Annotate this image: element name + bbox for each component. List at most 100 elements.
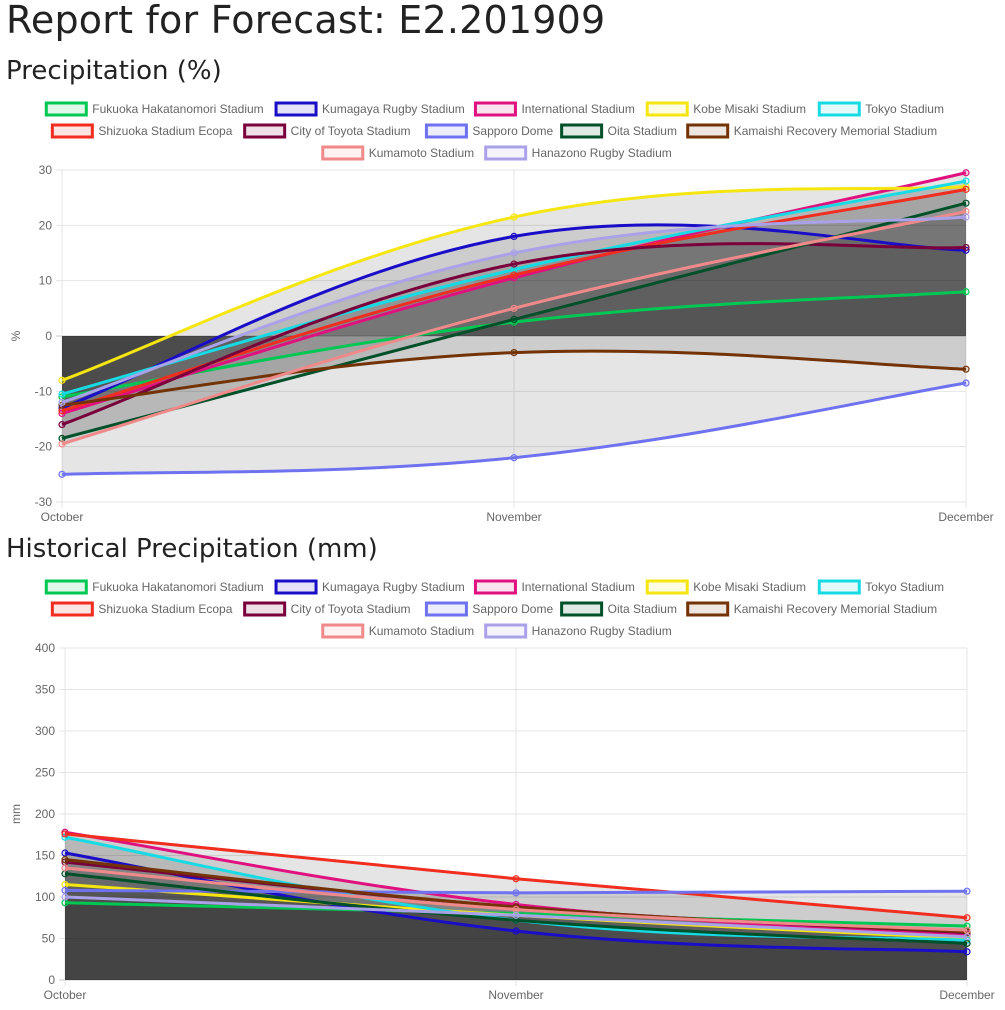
c2-data-point-shizuoka-stadium-ecopa-december[interactable] [963,914,971,922]
c2-legend-label-kamaishi-recovery-memorial-stadium: Kamaishi Recovery Memorial Stadium [734,602,937,616]
c2-legend-item-kamaishi-recovery-memorial-stadium[interactable]: Kamaishi Recovery Memorial Stadium [686,601,937,617]
c1-legend-item-oita-stadium[interactable]: Oita Stadium [560,123,677,139]
c1-data-point-kamaishi-recovery-memorial-stadium-november[interactable] [510,349,518,357]
c1-legend-item-kobe-misaki-stadium[interactable]: Kobe Misaki Stadium [645,101,806,117]
c2-y-axis-title: mm [9,804,23,824]
c2-x-tick-label: October [44,988,87,1002]
c1-data-point-tokyo-stadium-october[interactable] [58,390,66,398]
c1-y-tick-label: 30 [39,163,53,177]
c1-legend-item-international-stadium[interactable]: International Stadium [473,101,635,117]
c1-legend-label-kumagaya-rugby-stadium: Kumagaya Rugby Stadium [322,102,465,116]
c2-legend-item-kumamoto-stadium[interactable]: Kumamoto Stadium [321,623,474,639]
c2-data-point-kamaishi-recovery-memorial-stadium-october[interactable] [61,856,69,864]
c1-legend-item-tokyo-stadium[interactable]: Tokyo Stadium [817,101,944,117]
c2-data-point-sapporo-dome-november[interactable] [512,889,520,897]
c1-data-point-international-stadium-december[interactable] [962,169,970,177]
c2-legend-item-shizuoka-stadium-ecopa[interactable]: Shizuoka Stadium Ecopa [50,601,233,617]
c1-series-line-shizuoka-stadium-ecopa [61,187,967,413]
c2-legend-item-fukuoka-hakatanomori-stadium[interactable]: Fukuoka Hakatanomori Stadium [44,579,264,595]
c2-x-tick-label: December [939,988,994,1002]
c1-data-point-city-of-toyota-stadium-december[interactable] [962,243,970,252]
c2-legend-swatch-oita-stadium [560,601,604,617]
c2-data-point-kumamoto-stadium-december[interactable] [963,926,971,934]
c1-data-point-oita-stadium-december[interactable] [962,199,970,207]
c2-area-tokyo-stadium [65,837,967,980]
c2-legend-item-kobe-misaki-stadium[interactable]: Kobe Misaki Stadium [645,579,806,595]
c1-x-tick-label: November [486,510,541,524]
c2-legend-item-tokyo-stadium[interactable]: Tokyo Stadium [817,579,944,595]
c2-series-line-oita-stadium [64,872,968,945]
c1-series-line-kumagaya-rugby-stadium [61,223,967,410]
c1-data-point-kumagaya-rugby-stadium-november[interactable] [510,232,518,240]
c2-legend-item-kumagaya-rugby-stadium[interactable]: Kumagaya Rugby Stadium [274,579,465,595]
c1-legend-item-shizuoka-stadium-ecopa[interactable]: Shizuoka Stadium Ecopa [50,123,233,139]
c1-data-point-hanazono-rugby-stadium-november[interactable] [510,249,518,257]
c2-data-point-oita-stadium-december[interactable] [963,939,971,948]
c2-legend-swatch-kobe-misaki-stadium [645,579,689,595]
c1-data-point-kamaishi-recovery-memorial-stadium-december[interactable] [962,365,970,373]
c1-data-point-city-of-toyota-stadium-october[interactable] [58,420,66,429]
c1-data-point-sapporo-dome-november[interactable] [510,454,518,462]
c1-legend-swatch-kumagaya-rugby-stadium [274,101,318,117]
c1-legend-item-kamaishi-recovery-memorial-stadium[interactable]: Kamaishi Recovery Memorial Stadium [686,123,937,139]
c2-legend-swatch-tokyo-stadium [817,579,861,595]
c1-data-point-hanazono-rugby-stadium-october[interactable] [58,398,66,406]
c1-data-point-sapporo-dome-october[interactable] [58,470,66,478]
c1-legend-item-kumamoto-stadium[interactable]: Kumamoto Stadium [321,145,474,161]
c1-legend-item-hanazono-rugby-stadium[interactable]: Hanazono Rugby Stadium [484,145,672,161]
c1-data-point-tokyo-stadium-december[interactable] [962,177,970,185]
c1-data-point-kumamoto-stadium-october[interactable] [58,440,66,448]
historical-precipitation-chart: Fukuoka Hakatanomori Stadium Kumagaya Rug… [9,579,995,1002]
c1-legend-item-kumagaya-rugby-stadium[interactable]: Kumagaya Rugby Stadium [274,101,465,117]
c1-data-point-kobe-misaki-stadium-november[interactable] [510,213,518,221]
page-title: Report for Forecast: E2.201909 [6,0,606,42]
c2-legend-item-hanazono-rugby-stadium[interactable]: Hanazono Rugby Stadium [484,623,672,639]
c1-legend-label-kobe-misaki-stadium: Kobe Misaki Stadium [693,102,806,116]
c1-legend-item-sapporo-dome[interactable]: Sapporo Dome [424,123,553,139]
c2-data-point-sapporo-dome-october[interactable] [61,886,69,894]
c2-data-point-hanazono-rugby-stadium-october[interactable] [61,893,69,901]
c2-y-tick-label: 300 [35,724,55,738]
c2-data-point-shizuoka-stadium-ecopa-november[interactable] [512,875,520,883]
c2-y-tick-label: 150 [35,849,55,863]
c2-legend-item-oita-stadium[interactable]: Oita Stadium [560,601,677,617]
c2-y-tick-label: 100 [35,890,55,904]
c2-data-point-shizuoka-stadium-ecopa-october[interactable] [61,830,69,838]
c1-legend-label-hanazono-rugby-stadium: Hanazono Rugby Stadium [532,146,672,160]
c1-legend-swatch-city-of-toyota-stadium [243,123,287,139]
precipitation-chart: Fukuoka Hakatanomori Stadium Kumagaya Rug… [9,101,994,524]
c1-data-point-kumamoto-stadium-november[interactable] [510,304,518,312]
c2-data-point-oita-stadium-november[interactable] [512,916,520,924]
c1-data-point-shizuoka-stadium-ecopa-november[interactable] [510,271,518,279]
c2-legend-item-sapporo-dome[interactable]: Sapporo Dome [424,601,553,617]
c2-data-point-sapporo-dome-december[interactable] [963,887,971,895]
c1-legend-item-fukuoka-hakatanomori-stadium[interactable]: Fukuoka Hakatanomori Stadium [44,101,264,117]
c2-data-point-kumamoto-stadium-october[interactable] [61,864,69,872]
c2-series-line-hanazono-rugby-stadium [64,895,968,939]
c1-data-point-shizuoka-stadium-ecopa-december[interactable] [962,185,970,193]
c1-legend-swatch-kamaishi-recovery-memorial-stadium [686,123,730,139]
c2-legend-item-city-of-toyota-stadium[interactable]: City of Toyota Stadium [243,601,411,617]
c2-data-point-oita-stadium-october[interactable] [61,870,69,878]
c1-data-point-kobe-misaki-stadium-october[interactable] [58,376,66,384]
c2-y-tick-label: 50 [42,932,56,946]
c2-data-point-kumagaya-rugby-stadium-december[interactable] [963,948,971,956]
c1-legend-item-city-of-toyota-stadium[interactable]: City of Toyota Stadium [243,123,411,139]
c2-data-point-kumagaya-rugby-stadium-november[interactable] [512,927,520,935]
c1-data-point-sapporo-dome-december[interactable] [962,379,970,387]
c1-legend-label-sapporo-dome: Sapporo Dome [472,124,553,138]
c1-data-point-city-of-toyota-stadium-november[interactable] [510,260,518,268]
c2-data-point-fukuoka-hakatanomori-stadium-october[interactable] [61,899,69,907]
c2-data-point-hanazono-rugby-stadium-november[interactable] [512,911,520,919]
c2-data-point-kobe-misaki-stadium-october[interactable] [61,880,69,889]
c1-area-tokyo-stadium [62,181,966,395]
c2-data-point-kumagaya-rugby-stadium-october[interactable] [61,849,69,857]
c1-data-point-hanazono-rugby-stadium-december[interactable] [962,213,970,221]
c1-data-point-fukuoka-hakatanomori-stadium-december[interactable] [962,288,970,296]
c2-data-point-kumamoto-stadium-november[interactable] [512,905,520,914]
c2-legend-item-international-stadium[interactable]: International Stadium [473,579,635,595]
c2-legend-swatch-sapporo-dome [424,601,468,617]
c1-data-point-oita-stadium-november[interactable] [510,315,518,323]
c2-data-point-hanazono-rugby-stadium-december[interactable] [963,933,971,941]
c1-x-tick-label: December [938,510,993,524]
